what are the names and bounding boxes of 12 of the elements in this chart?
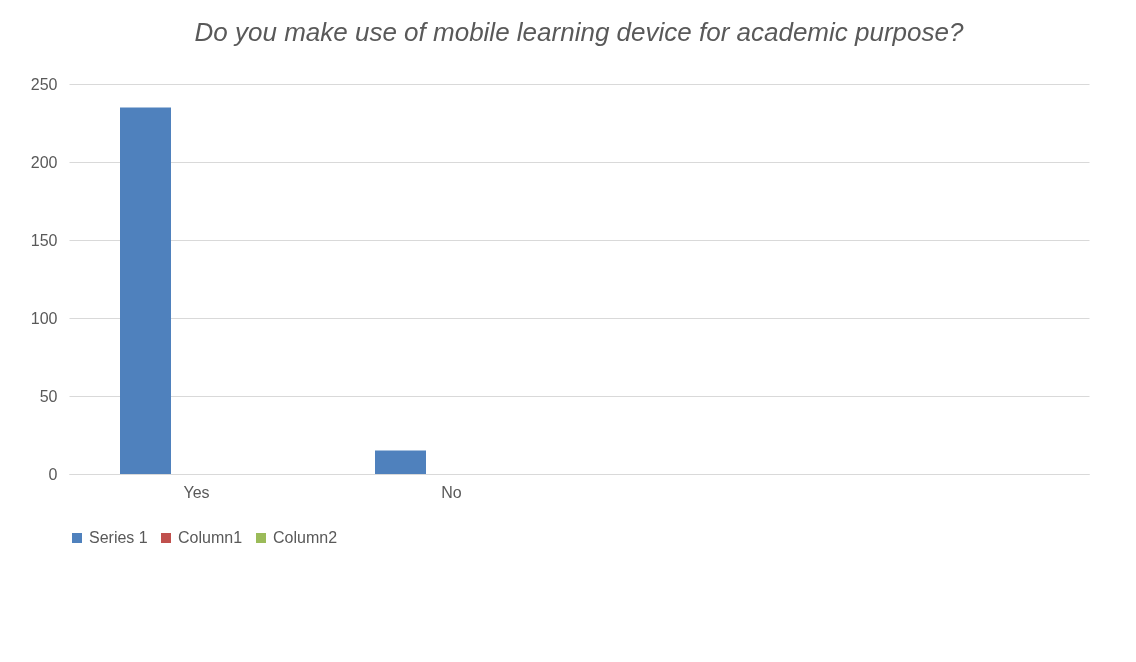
legend-label: Column2 [273, 529, 338, 546]
y-tick-label: 200 [30, 153, 58, 171]
y-tick-label: 100 [30, 309, 58, 327]
y-tick-label: 50 [39, 387, 58, 405]
x-tick-label: No [441, 483, 462, 501]
x-tick-label: Yes [183, 483, 210, 501]
y-tick-label: 0 [48, 465, 58, 483]
legend-label: Series 1 [89, 529, 148, 546]
legend-label: Column1 [178, 529, 243, 546]
y-tick-label: 250 [30, 75, 58, 93]
y-tick-label: 150 [30, 231, 58, 249]
chart-title: Do you make use of mobile learning device for academic purpose? [194, 17, 964, 47]
